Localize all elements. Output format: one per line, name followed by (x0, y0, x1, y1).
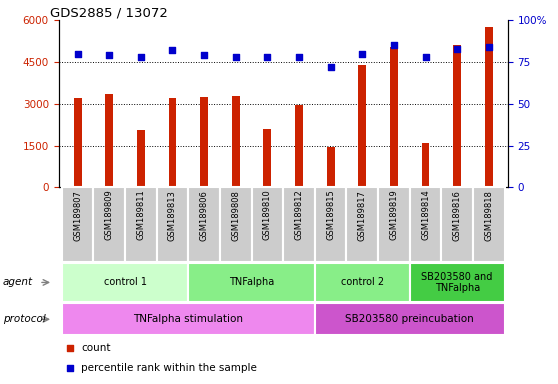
Bar (62, 263, 188, 302)
Point (65, 365, 74, 371)
Point (389, 42, 398, 48)
Point (136, 54, 145, 60)
Text: GSM189806: GSM189806 (200, 190, 209, 240)
Bar (137, 130, 145, 187)
Bar (188, 187, 220, 262)
Bar (62, 187, 93, 262)
Bar (295, 105, 303, 187)
Text: GSM189819: GSM189819 (389, 190, 398, 240)
Bar (232, 96, 240, 187)
Bar (220, 187, 252, 262)
Point (105, 52, 114, 58)
Text: GSM189812: GSM189812 (295, 190, 304, 240)
Text: GSM189814: GSM189814 (421, 190, 430, 240)
Text: agent: agent (3, 277, 33, 288)
Bar (358, 65, 366, 187)
Bar (315, 303, 504, 335)
Bar (252, 187, 283, 262)
Bar (157, 187, 188, 262)
Text: TNFalpha stimulation: TNFalpha stimulation (133, 314, 243, 324)
Bar (93, 187, 125, 262)
Bar (473, 187, 504, 262)
Bar (188, 263, 315, 302)
Bar (105, 94, 113, 187)
Point (200, 52, 209, 58)
Text: SB203580 preincubation: SB203580 preincubation (345, 314, 474, 324)
Text: GSM189807: GSM189807 (73, 190, 82, 240)
Text: GSM189817: GSM189817 (358, 190, 367, 240)
Bar (315, 263, 410, 302)
Text: percentile rank within the sample: percentile rank within the sample (81, 363, 257, 373)
Point (295, 54, 304, 60)
Text: GSM189818: GSM189818 (484, 190, 493, 240)
Text: SB203580 and
TNFalpha: SB203580 and TNFalpha (421, 271, 493, 293)
Bar (378, 187, 410, 262)
Bar (200, 97, 208, 187)
Bar (453, 45, 461, 187)
Text: GSM189813: GSM189813 (168, 190, 177, 240)
Bar (62, 303, 315, 335)
Bar (125, 187, 157, 262)
Point (65, 345, 74, 351)
Text: TNFalpha: TNFalpha (229, 277, 274, 288)
Point (231, 54, 240, 60)
Bar (263, 129, 271, 187)
Point (421, 54, 430, 60)
Text: GSM189810: GSM189810 (263, 190, 272, 240)
Bar (485, 27, 493, 187)
Point (168, 47, 177, 53)
Text: control 2: control 2 (341, 277, 384, 288)
Bar (347, 187, 378, 262)
Point (453, 46, 461, 52)
Text: protocol: protocol (3, 314, 46, 324)
Bar (283, 187, 315, 262)
Bar (74, 98, 81, 187)
Bar (390, 47, 398, 187)
Bar (326, 147, 335, 187)
Point (73, 51, 82, 57)
Point (358, 51, 367, 57)
Text: GSM189809: GSM189809 (105, 190, 114, 240)
Text: GSM189808: GSM189808 (231, 190, 240, 240)
Text: GDS2885 / 13072: GDS2885 / 13072 (50, 6, 167, 19)
Text: GSM189815: GSM189815 (326, 190, 335, 240)
Bar (422, 143, 430, 187)
Point (484, 44, 493, 50)
Point (326, 64, 335, 70)
Point (263, 54, 272, 60)
Text: count: count (81, 343, 110, 353)
Text: control 1: control 1 (104, 277, 147, 288)
Bar (410, 263, 504, 302)
Text: GSM189816: GSM189816 (453, 190, 461, 240)
Bar (315, 187, 347, 262)
Bar (169, 98, 176, 187)
Text: GSM189811: GSM189811 (136, 190, 145, 240)
Bar (441, 187, 473, 262)
Bar (410, 187, 441, 262)
